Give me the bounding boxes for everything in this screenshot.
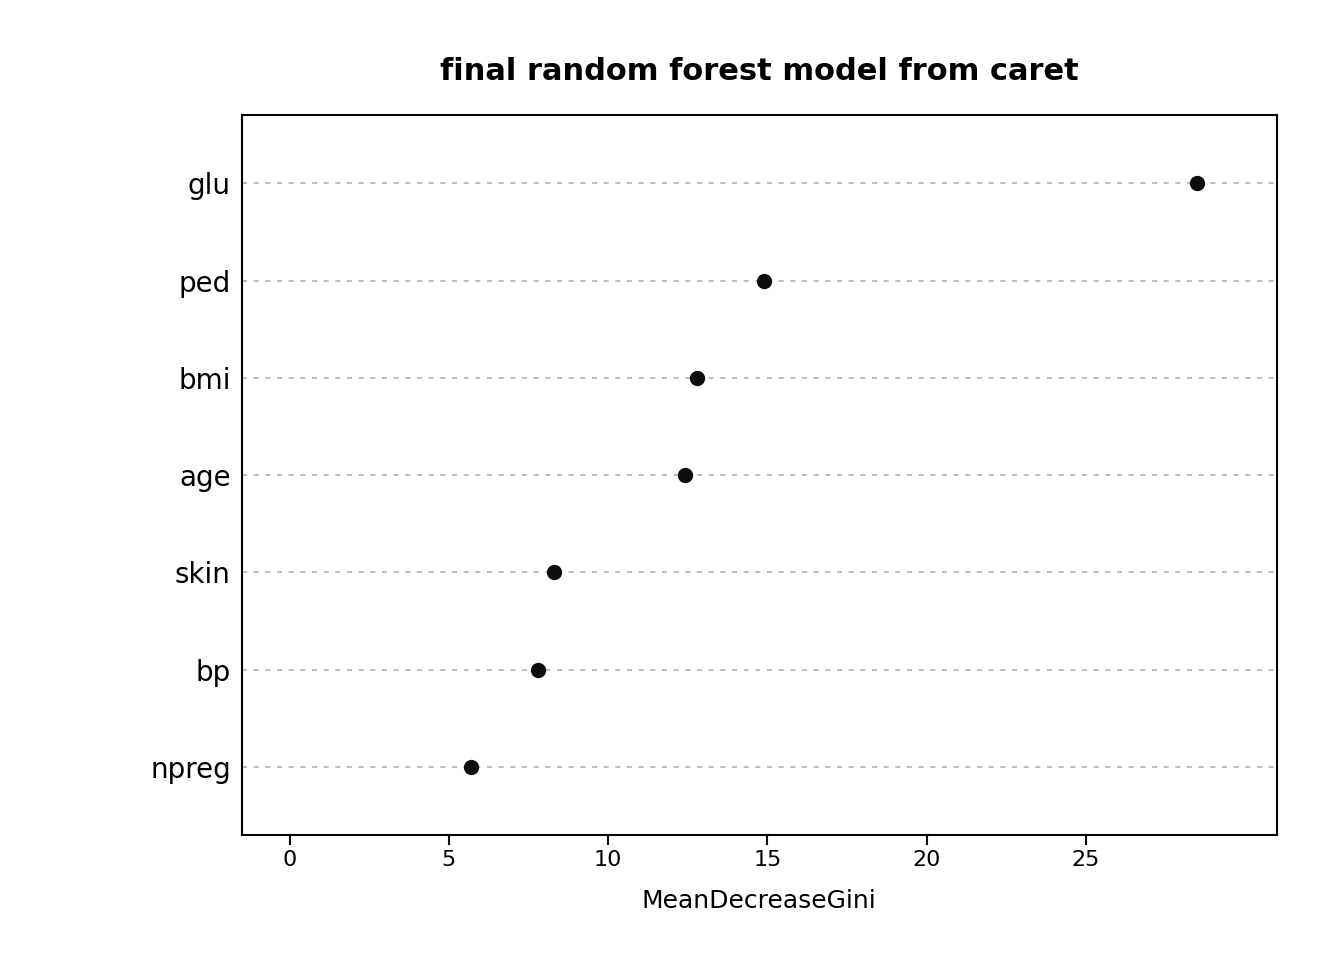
Point — [687, 371, 708, 386]
Point — [527, 662, 548, 678]
Title: final random forest model from caret: final random forest model from caret — [439, 58, 1079, 86]
Point — [461, 759, 482, 775]
Point — [754, 273, 775, 288]
X-axis label: MeanDecreaseGini: MeanDecreaseGini — [642, 889, 876, 913]
Point — [543, 564, 564, 580]
Point — [673, 468, 695, 483]
Point — [1187, 176, 1208, 191]
